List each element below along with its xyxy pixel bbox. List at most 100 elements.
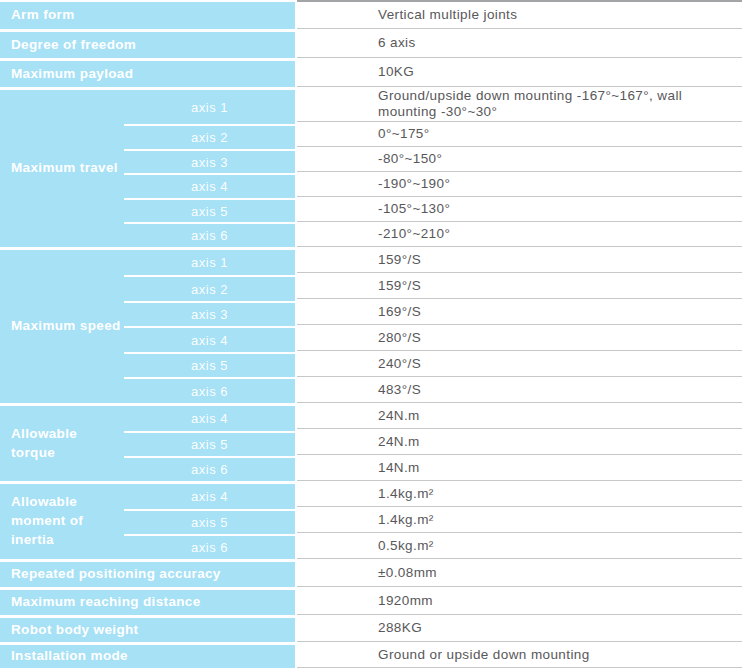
value-text: -210°~210° [378, 226, 450, 242]
value-cell: 240°/S [297, 351, 742, 377]
spec-section: Robot body weight 288KG [0, 615, 742, 642]
value-cell: 159°/S [297, 247, 742, 273]
axis-column: axis 1axis 2axis 3axis 4axis 5axis 6 [124, 90, 295, 247]
value-text: 159°/S [378, 252, 421, 268]
axis-label: axis 1 [124, 90, 295, 124]
label-cell: Maximum payload [0, 61, 295, 87]
axis-label: axis 5 [124, 509, 295, 534]
axis-column: axis 4axis 5axis 6 [124, 484, 295, 559]
value-cell: 288KG [297, 615, 742, 642]
value-cell: 1.4kg.m² [297, 507, 742, 533]
label-cell: Arm form [0, 2, 295, 29]
axis-label: axis 4 [124, 173, 295, 198]
value-column: 1920mm [297, 587, 742, 615]
value-text: ±0.08mm [378, 565, 437, 581]
group-label: Maximum reaching distance [11, 593, 201, 612]
label-cell: Installation mode [0, 645, 295, 668]
axis-label: axis 6 [124, 377, 295, 403]
label-column: Maximum speed axis 1axis 2axis 3axis 4ax… [0, 247, 295, 403]
value-cell: 10KG [297, 58, 742, 87]
value-text: Ground or upside down mounting [378, 647, 590, 663]
value-text: -190°~190° [378, 176, 450, 192]
label-column: Maximum reaching distance [0, 587, 295, 615]
value-text: 14N.m [378, 460, 420, 476]
value-text: Ground/upside down mounting -167°~167°, … [378, 88, 696, 120]
value-cell: 1.4kg.m² [297, 481, 742, 507]
value-cell: 159°/S [297, 273, 742, 299]
value-cell: Vertical multiple joints [297, 2, 742, 29]
value-text: 169°/S [378, 304, 421, 320]
value-column: Ground/upside down mounting -167°~167°, … [297, 87, 742, 247]
value-text: 159°/S [378, 278, 421, 294]
value-text: 24N.m [378, 408, 420, 424]
axis-label: axis 5 [124, 198, 295, 223]
label-cell: Allowable moment of inertia [0, 484, 124, 559]
spec-section: Maximum reaching distance 1920mm [0, 587, 742, 615]
spec-section: Maximum payload 10KG [0, 58, 742, 87]
value-text: 288KG [378, 620, 422, 636]
label-column: Maximum payload [0, 58, 295, 87]
group-label: Repeated positioning accuracy [11, 565, 221, 584]
value-cell: ±0.08mm [297, 559, 742, 587]
axis-label: axis 6 [124, 222, 295, 247]
value-cell: -80°~150° [297, 147, 742, 172]
value-text: -80°~150° [378, 151, 442, 167]
label-column: Allowable torque axis 4axis 5axis 6 [0, 403, 295, 481]
label-column: Arm form [0, 0, 295, 29]
spec-table: Arm form Vertical multiple joints Degree… [0, 0, 742, 668]
label-column: Robot body weight [0, 615, 295, 642]
group-label: Installation mode [11, 647, 128, 666]
value-cell: 0.5kg.m² [297, 533, 742, 559]
value-column: ±0.08mm [297, 559, 742, 587]
value-column: 159°/S 159°/S 169°/S 280°/S 240°/S 483°/S [297, 247, 742, 403]
value-cell: 6 axis [297, 29, 742, 58]
label-column: Degree of freedom [0, 29, 295, 58]
value-text: 0.5kg.m² [378, 538, 434, 554]
value-column: Ground or upside down mounting [297, 642, 742, 668]
value-cell: 24N.m [297, 403, 742, 429]
value-cell: 1920mm [297, 587, 742, 615]
spec-section: Repeated positioning accuracy ±0.08mm [0, 559, 742, 587]
value-text: 1920mm [378, 593, 433, 609]
spec-section: Degree of freedom 6 axis [0, 29, 742, 58]
axis-label: axis 3 [124, 301, 295, 327]
value-column: 1.4kg.m² 1.4kg.m² 0.5kg.m² [297, 481, 742, 559]
value-text: 1.4kg.m² [378, 486, 434, 502]
group-label: Maximum payload [11, 65, 133, 84]
axis-label: axis 5 [124, 431, 295, 456]
value-cell: 14N.m [297, 455, 742, 481]
spec-section: Arm form Vertical multiple joints [0, 0, 742, 29]
value-cell: Ground or upside down mounting [297, 642, 742, 668]
group-label: Degree of freedom [11, 36, 136, 55]
value-text: 10KG [378, 64, 414, 80]
label-cell: Degree of freedom [0, 32, 295, 58]
spec-section: Allowable torque axis 4axis 5axis 6 24N.… [0, 403, 742, 481]
label-cell: Maximum speed [0, 250, 124, 403]
axis-label: axis 3 [124, 149, 295, 174]
value-text: 280°/S [378, 330, 421, 346]
value-column: 6 axis [297, 29, 742, 58]
label-column: Repeated positioning accuracy [0, 559, 295, 587]
group-label: Maximum travel [11, 159, 118, 178]
group-label: Arm form [11, 6, 75, 25]
value-cell: 0°~175° [297, 122, 742, 147]
value-cell: 280°/S [297, 325, 742, 351]
value-cell: -190°~190° [297, 172, 742, 197]
value-text: Vertical multiple joints [378, 7, 517, 23]
axis-label: axis 2 [124, 275, 295, 301]
label-column: Installation mode [0, 642, 295, 668]
spec-section: Installation mode Ground or upside down … [0, 642, 742, 668]
label-cell: Robot body weight [0, 618, 295, 642]
label-cell: Allowable torque [0, 406, 124, 481]
label-cell: Repeated positioning accuracy [0, 562, 295, 587]
value-cell: -210°~210° [297, 222, 742, 247]
label-cell: Maximum reaching distance [0, 590, 295, 615]
axis-label: axis 5 [124, 352, 295, 378]
value-cell: -105°~130° [297, 197, 742, 222]
group-label: Allowable torque [11, 425, 124, 463]
value-cell: Ground/upside down mounting -167°~167°, … [297, 87, 742, 122]
value-text: 240°/S [378, 356, 421, 372]
axis-label: axis 4 [124, 484, 295, 509]
value-cell: 483°/S [297, 377, 742, 403]
group-label: Allowable moment of inertia [11, 493, 124, 550]
